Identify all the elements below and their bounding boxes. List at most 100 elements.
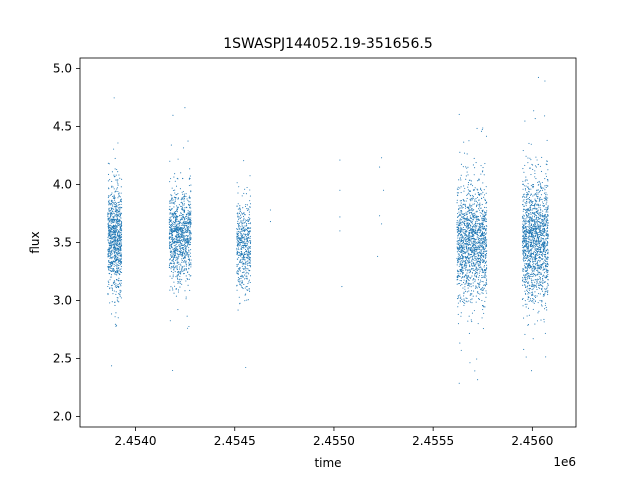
data-point: [243, 241, 245, 243]
data-point: [114, 286, 116, 288]
data-point: [183, 243, 186, 245]
data-point: [483, 196, 485, 198]
data-point: [462, 282, 465, 284]
data-point: [237, 237, 239, 239]
data-point: [456, 240, 458, 242]
data-point: [185, 213, 187, 215]
data-point: [107, 196, 109, 199]
data-point: [188, 249, 190, 251]
data-point: [483, 211, 485, 213]
data-point: [239, 253, 241, 255]
data-point: [171, 187, 173, 189]
data-point: [479, 202, 481, 204]
data-point: [172, 114, 174, 116]
data-point: [534, 291, 536, 293]
data-point: [471, 221, 473, 224]
data-point: [116, 271, 118, 273]
data-point: [485, 282, 487, 284]
data-point: [531, 267, 533, 269]
data-point: [483, 189, 485, 191]
data-point: [173, 229, 175, 231]
data-point: [184, 235, 186, 237]
data-point: [482, 286, 484, 288]
data-point: [472, 263, 475, 265]
data-point: [115, 272, 117, 274]
data-point: [481, 292, 483, 294]
data-point: [189, 218, 191, 220]
data-point: [168, 266, 170, 268]
data-point: [460, 315, 462, 317]
data-point: [176, 233, 178, 235]
data-point: [533, 224, 535, 226]
data-point: [116, 229, 118, 231]
data-point: [538, 181, 540, 183]
data-point: [183, 232, 186, 234]
data-point: [465, 242, 468, 244]
data-point: [526, 179, 528, 181]
data-point: [110, 270, 112, 272]
data-point: [107, 233, 109, 235]
data-point: [472, 268, 474, 270]
data-point: [175, 185, 178, 187]
data-point: [168, 237, 170, 239]
data-point: [114, 214, 116, 216]
data-point: [117, 241, 119, 243]
data-point: [238, 241, 240, 244]
data-point: [173, 248, 175, 250]
data-point: [171, 263, 173, 265]
data-point: [180, 208, 183, 210]
data-point: [245, 248, 247, 250]
data-point: [543, 281, 545, 283]
data-point: [115, 246, 117, 248]
data-point: [470, 253, 472, 255]
data-point: [527, 281, 529, 283]
data-point: [176, 274, 178, 276]
data-point: [463, 215, 466, 217]
data-point: [481, 225, 483, 228]
data-point: [180, 270, 182, 272]
data-point: [107, 225, 109, 227]
data-point: [534, 259, 536, 261]
data-point: [118, 192, 120, 194]
data-point: [108, 228, 110, 230]
data-point: [470, 238, 472, 240]
data-point: [464, 252, 466, 254]
data-point: [530, 252, 532, 255]
data-point: [541, 220, 543, 222]
data-point: [531, 280, 533, 282]
data-point: [459, 229, 462, 231]
data-point: [181, 259, 183, 261]
data-point: [524, 223, 526, 225]
data-point: [246, 224, 248, 227]
data-point: [463, 298, 465, 300]
data-point: [177, 273, 179, 275]
data-point: [174, 189, 176, 191]
data-point: [239, 280, 241, 282]
data-point: [182, 224, 184, 226]
data-point: [248, 216, 250, 218]
data-point: [532, 226, 534, 228]
data-point: [527, 264, 529, 266]
data-point: [182, 269, 184, 271]
data-point: [533, 302, 535, 304]
data-point: [483, 241, 485, 243]
data-point: [249, 281, 251, 284]
data-point: [458, 244, 461, 246]
data-point: [177, 271, 179, 273]
data-point: [546, 219, 548, 221]
data-point: [472, 259, 474, 261]
data-point: [544, 304, 546, 306]
data-point: [110, 265, 113, 267]
data-point: [179, 229, 181, 231]
data-point: [485, 290, 487, 292]
data-point: [109, 227, 111, 229]
data-point: [536, 212, 538, 214]
data-point: [467, 284, 469, 287]
data-point: [188, 197, 190, 199]
data-point: [534, 247, 536, 249]
data-point: [113, 228, 115, 230]
data-point: [181, 191, 183, 193]
data-point: [527, 324, 529, 326]
data-point: [169, 226, 171, 228]
data-point: [469, 227, 471, 229]
